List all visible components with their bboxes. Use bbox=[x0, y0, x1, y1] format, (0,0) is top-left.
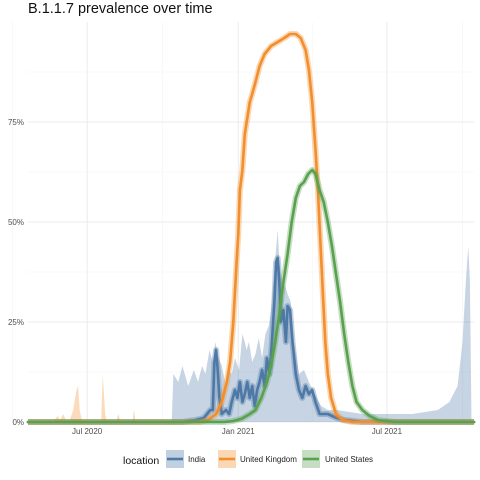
legend: location India United Kingdom United States bbox=[123, 450, 373, 468]
y-tick-label: 25% bbox=[8, 318, 24, 327]
x-tick-label: Jul 2021 bbox=[372, 427, 403, 436]
india-band bbox=[171, 230, 472, 422]
grid bbox=[12, 22, 474, 423]
united-kingdom-line bbox=[26, 32, 476, 424]
united-kingdom-band bbox=[28, 374, 474, 422]
confidence-bands bbox=[28, 230, 474, 422]
y-tick-label: 75% bbox=[8, 118, 24, 127]
united-states-legend-label: United States bbox=[325, 455, 373, 464]
y-tick-label: 0% bbox=[12, 418, 24, 427]
axis-labels: 0% 25% 50% 75% Jul 2020 Jan 2021 Jul 2021 bbox=[8, 118, 403, 436]
india-legend-label: India bbox=[188, 455, 206, 464]
india-line bbox=[26, 256, 476, 424]
y-tick-label: 50% bbox=[8, 218, 24, 227]
united-kingdom-legend-label: United Kingdom bbox=[240, 455, 297, 464]
x-tick-label: Jul 2020 bbox=[72, 427, 103, 436]
chart-title: B.1.1.7 prevalence over time bbox=[28, 1, 213, 17]
united-states-line bbox=[26, 168, 476, 424]
legend-title: location bbox=[123, 455, 159, 467]
x-tick-label: Jan 2021 bbox=[222, 427, 255, 436]
series-lines bbox=[26, 31, 476, 425]
